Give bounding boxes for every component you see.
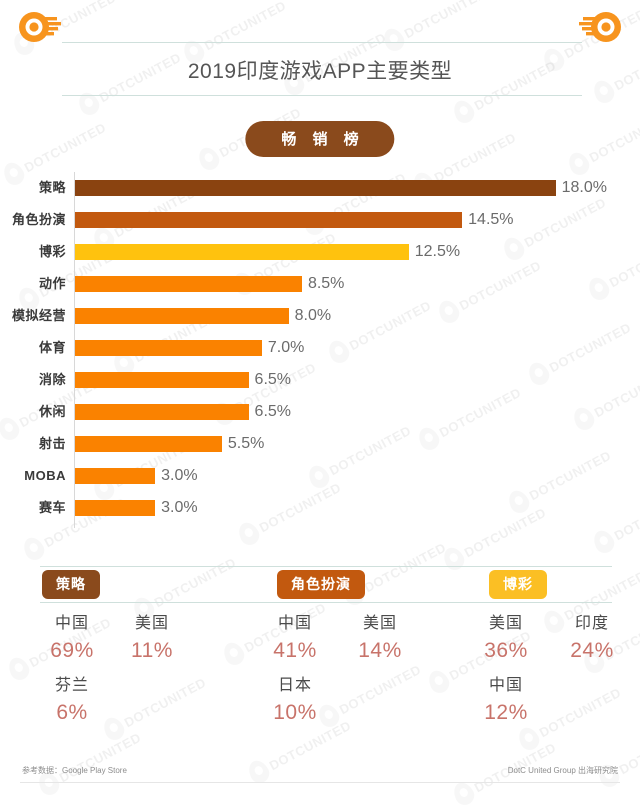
country-percentage: 24% — [570, 639, 614, 662]
chart-bar-value: 5.5% — [227, 435, 265, 452]
country-stat: 日本 10% — [255, 674, 335, 728]
country-percentage: 41% — [273, 639, 317, 662]
country-name: 美国 — [134, 615, 169, 632]
chart-bar-value: 3.0% — [161, 467, 198, 484]
panel-rule-top — [40, 566, 612, 567]
country-stat: 印度 24% — [552, 612, 632, 666]
chart-row: 模拟经营 8.0% — [0, 300, 640, 332]
country-percentage: 69% — [50, 639, 94, 662]
country-stat: 美国 14% — [340, 612, 420, 666]
footer-rule — [20, 782, 620, 783]
ranking-badge: 畅 销 榜 — [245, 121, 395, 157]
panel-rule-bottom — [40, 602, 612, 603]
chart-bar-value: 6.5% — [254, 371, 292, 388]
country-name: 印度 — [574, 615, 609, 632]
country-percentage: 36% — [484, 639, 528, 662]
chart-bar — [75, 500, 156, 516]
country-percentage: 12% — [484, 701, 528, 724]
country-stat: 芬兰 6% — [32, 674, 112, 728]
chart-bar — [75, 372, 249, 388]
country-percentage: 6% — [56, 701, 88, 724]
chart-bar — [75, 468, 156, 484]
chart-bar — [75, 340, 262, 356]
chart-bar-value: 18.0% — [561, 179, 607, 196]
chart-row-label: 动作 — [38, 276, 66, 291]
header: 2019印度游戏APP主要类型 — [0, 44, 640, 96]
chart-bar-value: 14.5% — [468, 211, 514, 228]
country-name: 美国 — [362, 615, 397, 632]
footer-publisher: DotC United Group 出海研究院 — [507, 766, 618, 775]
header-rule-top — [62, 42, 582, 43]
country-percentage: 10% — [273, 701, 317, 724]
gear-eye-logo-icon-left — [14, 10, 70, 46]
chart-row-label: 策略 — [38, 180, 66, 195]
chart-row-label: 消除 — [38, 372, 66, 387]
country-percentage: 14% — [358, 639, 402, 662]
category-badge: 博彩 — [489, 570, 547, 599]
chart-bar — [75, 244, 409, 260]
page-title: 2019印度游戏APP主要类型 — [187, 60, 453, 83]
country-name: 中国 — [54, 615, 89, 632]
header-rule-bottom — [62, 95, 582, 96]
country-percentage: 11% — [131, 639, 173, 662]
chart-bar-value: 7.0% — [267, 339, 305, 356]
category-badge: 策略 — [42, 570, 100, 599]
chart-bar-value: 3.0% — [161, 499, 198, 516]
chart-bar — [75, 308, 289, 324]
chart-row: MOBA 3.0% — [0, 460, 640, 492]
country-name: 中国 — [488, 677, 523, 694]
gear-eye-logo-icon-right — [570, 10, 626, 46]
country-stat: 美国 36% — [466, 612, 546, 666]
chart-row: 射击 5.5% — [0, 428, 640, 460]
chart-row: 策略 18.0% — [0, 172, 640, 204]
chart-row: 休闲 6.5% — [0, 396, 640, 428]
country-name: 芬兰 — [54, 677, 89, 694]
chart-bar — [75, 212, 463, 228]
chart-bar — [75, 180, 556, 196]
country-name: 中国 — [277, 615, 312, 632]
chart-bar — [75, 436, 222, 452]
chart-bar-value: 8.0% — [294, 307, 332, 324]
footer-source: 参考数据：Google Play Store — [22, 766, 127, 775]
chart-row: 动作 8.5% — [0, 268, 640, 300]
country-stat: 美国 11% — [112, 612, 192, 666]
bar-chart: 策略 18.0% 角色扮演 14.5% 博彩 12.5% 动作 8.5% 模拟经营 8.0% 体育 7… — [0, 170, 640, 535]
chart-row: 赛车 3.0% — [0, 492, 640, 524]
category-badge: 角色扮演 — [277, 570, 365, 599]
chart-bar — [75, 276, 302, 292]
chart-row: 博彩 12.5% — [0, 236, 640, 268]
chart-row-label: 射击 — [38, 436, 66, 451]
chart-bar-value: 8.5% — [307, 275, 345, 292]
chart-row: 消除 6.5% — [0, 364, 640, 396]
chart-row-label: 角色扮演 — [11, 212, 66, 227]
chart-row-label: MOBA — [24, 468, 66, 483]
country-stat: 中国 69% — [32, 612, 112, 666]
chart-row: 角色扮演 14.5% — [0, 204, 640, 236]
chart-row: 体育 7.0% — [0, 332, 640, 364]
country-stat: 中国 41% — [255, 612, 335, 666]
chart-row-label: 体育 — [38, 340, 66, 355]
country-stat: 中国 12% — [466, 674, 546, 728]
country-name: 美国 — [488, 615, 523, 632]
country-name: 日本 — [277, 677, 312, 694]
chart-row-label: 模拟经营 — [11, 308, 66, 323]
chart-bar-value: 12.5% — [414, 243, 461, 260]
chart-row-label: 休闲 — [38, 404, 66, 419]
chart-bar — [75, 404, 249, 420]
chart-row-label: 博彩 — [38, 244, 66, 259]
chart-axis-line — [74, 172, 75, 528]
chart-row-label: 赛车 — [38, 500, 66, 515]
chart-bar-value: 6.5% — [254, 403, 292, 420]
